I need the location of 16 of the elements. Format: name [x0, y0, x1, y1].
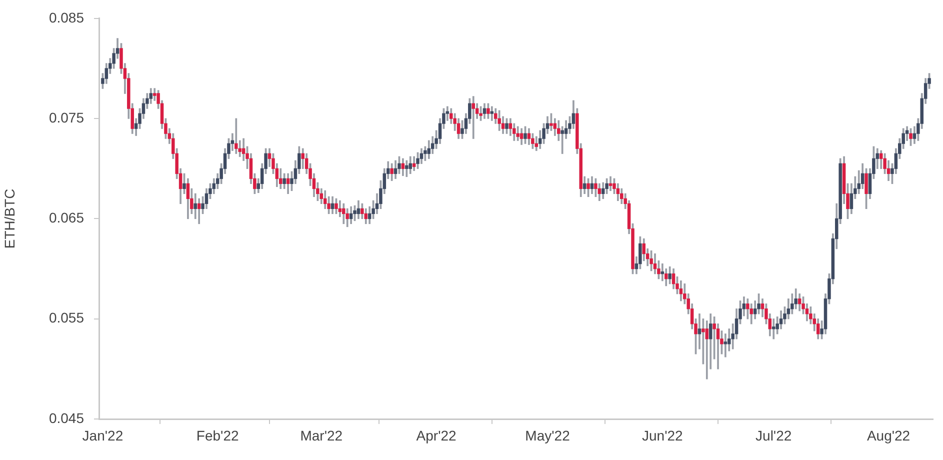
y-tick-label: 0.055 — [48, 310, 84, 326]
y-tick-label: 0.085 — [48, 9, 84, 26]
y-tick-label: 0.075 — [48, 109, 84, 126]
x-tick-label: Mar'22 — [300, 427, 343, 444]
x-tick-label: Aug'22 — [866, 427, 910, 444]
candlestick — [472, 96, 476, 139]
x-tick-label: Jul'22 — [756, 427, 792, 444]
y-axis-title: ETH/BTC — [1, 188, 18, 249]
x-tick-label: May'22 — [525, 427, 570, 444]
candlestick — [234, 118, 238, 154]
x-tick-label: Jun'22 — [642, 427, 684, 444]
x-tick-label: Jan'22 — [82, 427, 124, 444]
y-tick-label: 0.045 — [48, 410, 84, 426]
x-tick-label: Feb'22 — [196, 427, 240, 444]
y-tick-label: 0.065 — [48, 210, 84, 226]
x-tick-label: Apr'22 — [416, 427, 457, 444]
